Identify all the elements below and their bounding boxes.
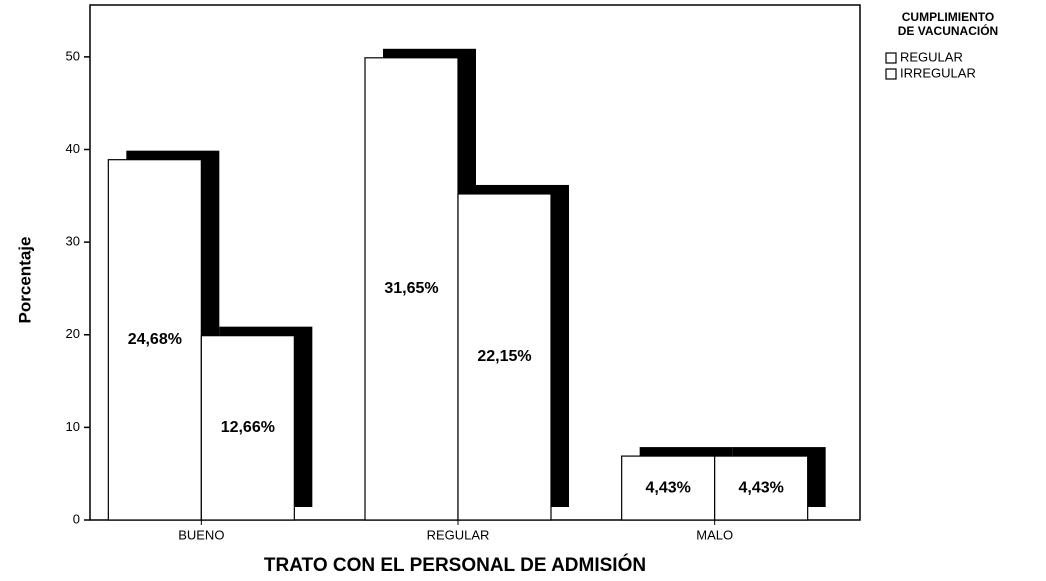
legend-label: IRREGULAR	[900, 65, 976, 80]
x-tick-label: MALO	[696, 527, 733, 542]
y-tick-label: 10	[66, 419, 80, 434]
data-annotation: 4,43%	[738, 479, 783, 496]
bar	[714, 455, 809, 521]
legend-label: REGULAR	[900, 49, 963, 64]
legend-swatch	[885, 68, 897, 80]
x-tick-label: BUENO	[178, 527, 224, 542]
bar	[621, 455, 716, 521]
data-annotation: 12,66%	[221, 419, 275, 436]
data-annotation: 31,65%	[384, 280, 438, 297]
legend-title: CUMPLIMIENTO	[902, 10, 994, 24]
x-tick-label: REGULAR	[427, 527, 490, 542]
bar	[457, 193, 552, 521]
y-axis-label: Porcentaje	[15, 237, 34, 324]
legend-swatch	[885, 52, 897, 64]
y-tick-label: 20	[66, 326, 80, 341]
data-annotation: 24,68%	[128, 331, 182, 348]
x-axis-label: TRATO CON EL PERSONAL DE ADMISIÓN	[264, 554, 646, 576]
legend-title: DE VACUNACIÓN	[898, 23, 998, 38]
data-annotation: 4,43%	[645, 479, 690, 496]
y-tick-label: 50	[66, 48, 80, 63]
y-tick-label: 40	[66, 141, 80, 156]
y-tick-label: 30	[66, 234, 80, 249]
bar	[200, 335, 295, 521]
bar	[364, 57, 459, 521]
y-tick-label: 0	[73, 511, 80, 526]
data-annotation: 22,15%	[477, 348, 531, 365]
